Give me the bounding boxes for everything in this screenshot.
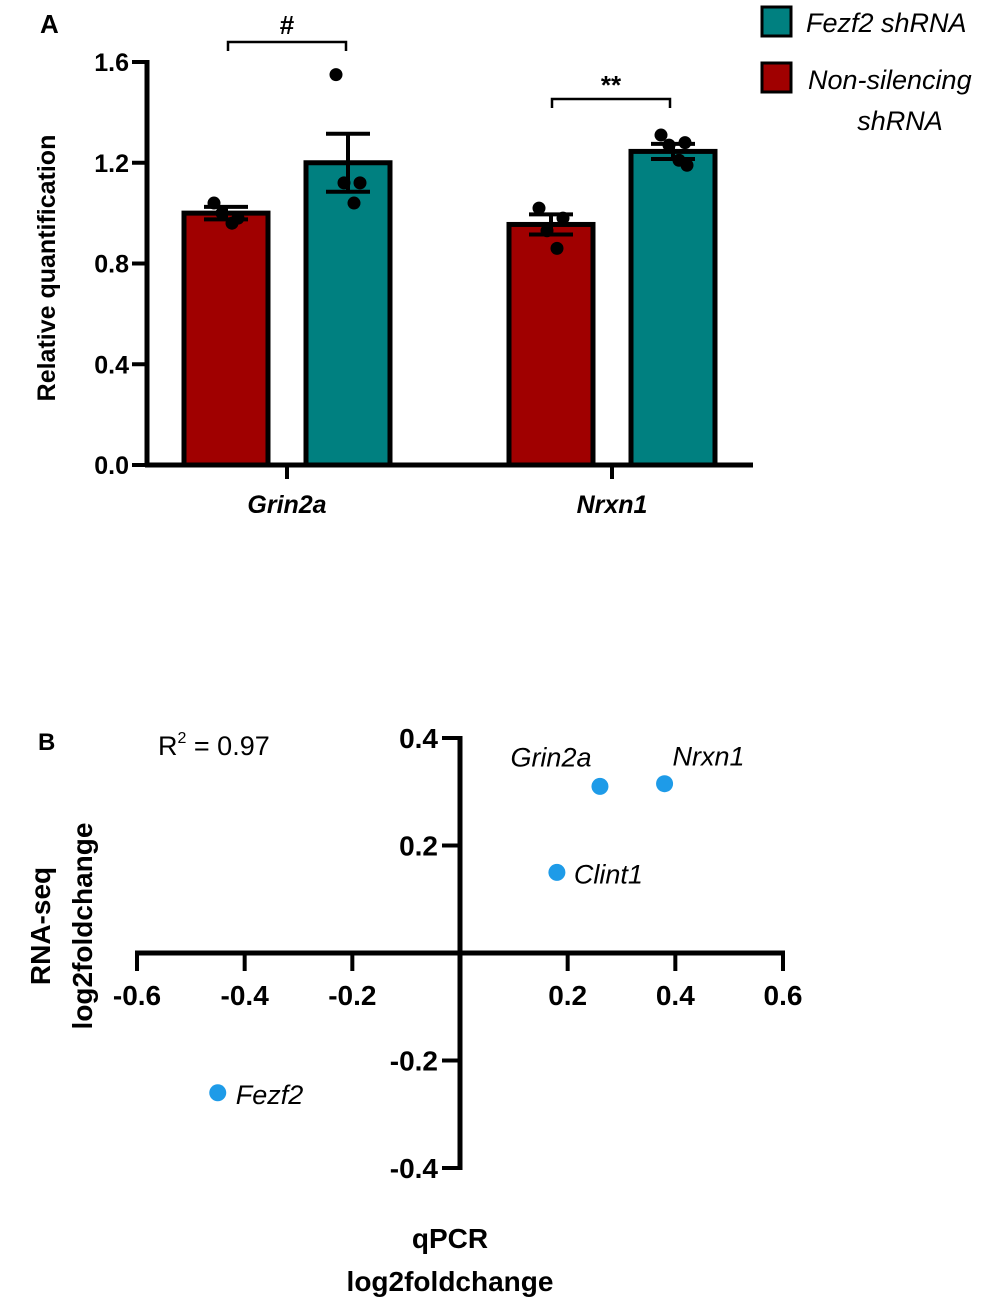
legend: Fezf2 shRNA Non-silencing shRNA	[760, 5, 972, 136]
data-point	[556, 211, 570, 225]
scatter-x-axis-title-line1: qPCR	[412, 1223, 488, 1254]
scatter-x-tick-label: 0.4	[656, 980, 695, 1011]
data-point	[225, 216, 239, 230]
data-point	[347, 196, 361, 210]
bar-chart: 0.0 0.4 0.8 1.2 1.6 Grin2a Nrxn1 Relative qua…	[33, 5, 972, 519]
scatter-y-axis-title-line1: RNA-seq	[25, 867, 56, 985]
panel-label-a: A	[40, 9, 59, 39]
data-point	[550, 241, 564, 255]
scatter-x-axis-title-line2: log2foldchange	[347, 1266, 554, 1297]
scatter-points: Grin2a Nrxn1 Clint1 Fezf2	[209, 742, 745, 1110]
scatter-x-tick-label: -0.4	[221, 980, 270, 1011]
scatter-ticks: -0.6 -0.4 -0.2 0.2 0.4 0.6 0.4 0.2 -0.2 -0.4	[113, 723, 803, 1184]
bar-y-tick-label: 0.4	[94, 351, 129, 379]
scatter-point-label: Nrxn1	[673, 742, 745, 772]
bar	[303, 160, 393, 468]
scatter-y-axis-title: RNA-seq log2foldchange	[25, 823, 98, 1030]
scatter-point	[656, 775, 674, 793]
legend-swatch-fezf2	[760, 5, 793, 38]
bar-y-axis-title: Relative quantification	[33, 135, 61, 402]
data-point	[337, 176, 351, 190]
scatter-chart: -0.6 -0.4 -0.2 0.2 0.4 0.6 0.4 0.2 -0.2 -0.4 Grin…	[25, 723, 802, 1297]
scatter-y-tick-label: 0.2	[399, 831, 438, 862]
bar-y-tick-label: 0.0	[94, 452, 129, 480]
data-point	[353, 176, 367, 190]
data-point	[329, 68, 343, 82]
scatter-point	[209, 1084, 227, 1102]
scatter-point-label: Fezf2	[236, 1080, 304, 1110]
data-point	[540, 224, 554, 238]
scatter-axes	[135, 736, 785, 1170]
bar-y-tick-label: 0.8	[94, 251, 129, 279]
bar	[181, 210, 271, 468]
bar-x-tick-label: Nrxn1	[577, 491, 648, 519]
scatter-point	[548, 863, 566, 881]
scatter-x-tick-label: 0.2	[548, 980, 587, 1011]
legend-label-nonsilencing-line1: Non-silencing	[808, 65, 972, 95]
bar	[628, 148, 718, 468]
scatter-x-tick-label: -0.6	[113, 980, 161, 1011]
scatter-x-tick-label: 0.6	[764, 980, 803, 1011]
data-point	[678, 136, 692, 150]
legend-swatch-nonsilencing	[760, 61, 793, 94]
significance-label: #	[280, 10, 295, 40]
data-point	[662, 138, 676, 152]
data-point	[532, 201, 546, 215]
bar-y-tick-label: 1.6	[94, 49, 129, 77]
bar	[506, 221, 596, 468]
scatter-y-tick-label: -0.4	[390, 1153, 439, 1184]
scatter-point	[591, 777, 609, 795]
significance-label: **	[601, 70, 622, 100]
scatter-point-label: Grin2a	[510, 742, 591, 772]
bar-x-ticks: Grin2a Nrxn1	[247, 465, 647, 519]
data-point	[654, 128, 668, 142]
significance-bracket	[550, 97, 672, 108]
legend-label-fezf2: Fezf2 shRNA	[806, 8, 967, 38]
scatter-x-tick-label: -0.2	[328, 980, 376, 1011]
data-point	[215, 206, 229, 220]
r-squared-label: R2 = 0.97	[158, 730, 270, 761]
significance-bracket	[226, 40, 348, 51]
data-point	[680, 158, 694, 172]
scatter-y-tick-label: -0.2	[390, 1046, 438, 1077]
significance-annotations: # **	[226, 10, 672, 108]
bar-x-tick-label: Grin2a	[247, 491, 326, 519]
bar-y-tick-label: 1.2	[94, 150, 129, 178]
legend-label-nonsilencing-line2: shRNA	[857, 106, 943, 136]
data-point	[207, 196, 221, 210]
scatter-y-tick-label: 0.4	[399, 723, 438, 754]
bar-y-ticks: 0.0 0.4 0.8 1.2 1.6	[94, 49, 147, 480]
scatter-point-label: Clint1	[574, 859, 643, 889]
panel-label-b: B	[38, 729, 55, 756]
bars-layer	[181, 68, 718, 468]
scatter-y-axis-title-line2: log2foldchange	[67, 823, 98, 1030]
